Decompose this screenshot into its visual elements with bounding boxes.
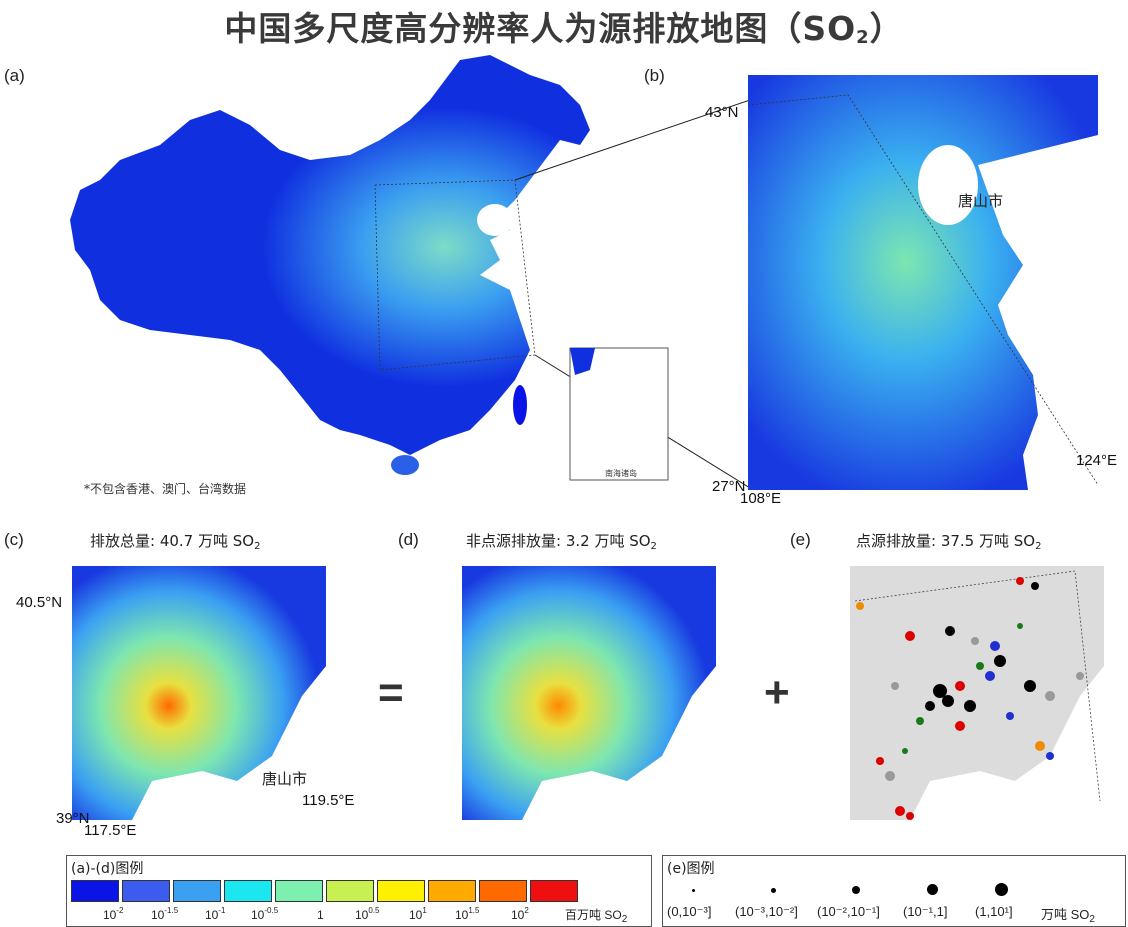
dot-size-1 xyxy=(692,889,695,892)
china-mainland-shape xyxy=(70,55,590,455)
bohai-sea xyxy=(477,204,513,236)
range-label-4: (10⁻¹,1] xyxy=(903,904,948,919)
legend-a-d: (a)-(d)图例 10-2 10-1.5 10-1 10-0.5 1 100.… xyxy=(66,855,652,927)
lat-bottom-c: 39°N xyxy=(56,810,90,827)
tangshan-label-c: 唐山市 xyxy=(262,770,308,788)
legend-tick-5: 1 xyxy=(317,908,324,922)
color-swatch-2 xyxy=(122,880,170,902)
legend-tick-2: 10-1.5 xyxy=(151,906,179,922)
panel-b-label: (b) xyxy=(644,66,665,85)
dot-size-2 xyxy=(771,888,776,893)
excluded-regions-note: *不包含香港、澳门、台湾数据 xyxy=(84,482,247,496)
panel-a-label: (a) xyxy=(4,66,25,85)
lat-top-b: 43°N xyxy=(705,104,739,121)
color-swatch-7 xyxy=(377,880,425,902)
range-label-2: (10⁻³,10⁻²] xyxy=(735,904,798,919)
color-swatch-10 xyxy=(530,880,578,902)
tangshan-nonpoint-map xyxy=(462,566,716,820)
plus-operator: + xyxy=(764,668,790,717)
color-swatch-1 xyxy=(71,880,119,902)
lon-left-b: 108°E xyxy=(740,490,782,507)
dot-size-3 xyxy=(852,886,860,894)
page-title: 中国多尺度高分辨率人为源排放地图（SO2） xyxy=(224,9,904,48)
point-emission-caption: 点源排放量: 37.5 万吨 SO2 xyxy=(856,532,1042,552)
panel-e-label: (e) xyxy=(790,530,811,549)
legend-unit-e: 万吨 SO2 xyxy=(1041,907,1095,925)
point-source-markers xyxy=(856,577,1084,820)
panel-d-label: (d) xyxy=(398,530,419,549)
range-label-5: (1,10¹] xyxy=(975,904,1013,919)
panel-c-label: (c) xyxy=(4,530,24,549)
color-swatch-4 xyxy=(224,880,272,902)
tangshan-label-b: 唐山市 xyxy=(958,192,1004,210)
north-china-zoom-map xyxy=(748,75,1098,490)
lon-left-c: 117.5°E xyxy=(84,822,137,839)
lon-right-c: 119.5°E xyxy=(302,792,355,809)
legend-e: (e)图例 (0,10⁻³] (10⁻³,10⁻²] (10⁻²,10⁻¹] (… xyxy=(662,855,1126,927)
sea-area xyxy=(978,135,1098,490)
legend-tick-4: 10-0.5 xyxy=(251,906,279,922)
color-swatch-3 xyxy=(173,880,221,902)
legend-a-d-title: (a)-(d)图例 xyxy=(71,861,144,877)
legend-tick-7: 101 xyxy=(409,906,427,922)
range-label-3: (10⁻²,10⁻¹] xyxy=(817,904,880,919)
lat-top-c: 40.5°N xyxy=(16,594,63,611)
color-swatch-5 xyxy=(275,880,323,902)
lat-bottom-b: 27°N xyxy=(712,478,746,495)
taiwan-island xyxy=(513,385,527,425)
legend-tick-9: 102 xyxy=(511,906,529,922)
legend-tick-1: 10-2 xyxy=(103,906,124,922)
color-swatch-6 xyxy=(326,880,374,902)
inset-label: 南海诸岛 xyxy=(605,468,637,478)
legend-tick-3: 10-1 xyxy=(205,906,226,922)
legend-e-title: (e)图例 xyxy=(667,861,715,877)
equals-operator: = xyxy=(378,668,404,717)
lon-right-b: 124°E xyxy=(1076,452,1118,469)
legend-tick-6: 100.5 xyxy=(355,906,380,922)
legend-tick-8: 101.5 xyxy=(455,906,480,922)
range-label-1: (0,10⁻³] xyxy=(667,904,712,919)
tangshan-total-map xyxy=(72,566,326,820)
dot-size-4 xyxy=(927,884,938,895)
legend-unit-a-d: 百万吨 SO2 xyxy=(565,908,628,925)
color-swatch-9 xyxy=(479,880,527,902)
total-emission-caption: 排放总量: 40.7 万吨 SO2 xyxy=(90,532,261,552)
hainan-island xyxy=(391,455,419,475)
nonpoint-emission-caption: 非点源排放量: 3.2 万吨 SO2 xyxy=(466,532,657,552)
tangshan-point-source-map xyxy=(850,566,1104,820)
dot-size-5 xyxy=(995,883,1008,896)
color-swatch-8 xyxy=(428,880,476,902)
china-emission-map: 南海诸岛 xyxy=(70,55,750,489)
